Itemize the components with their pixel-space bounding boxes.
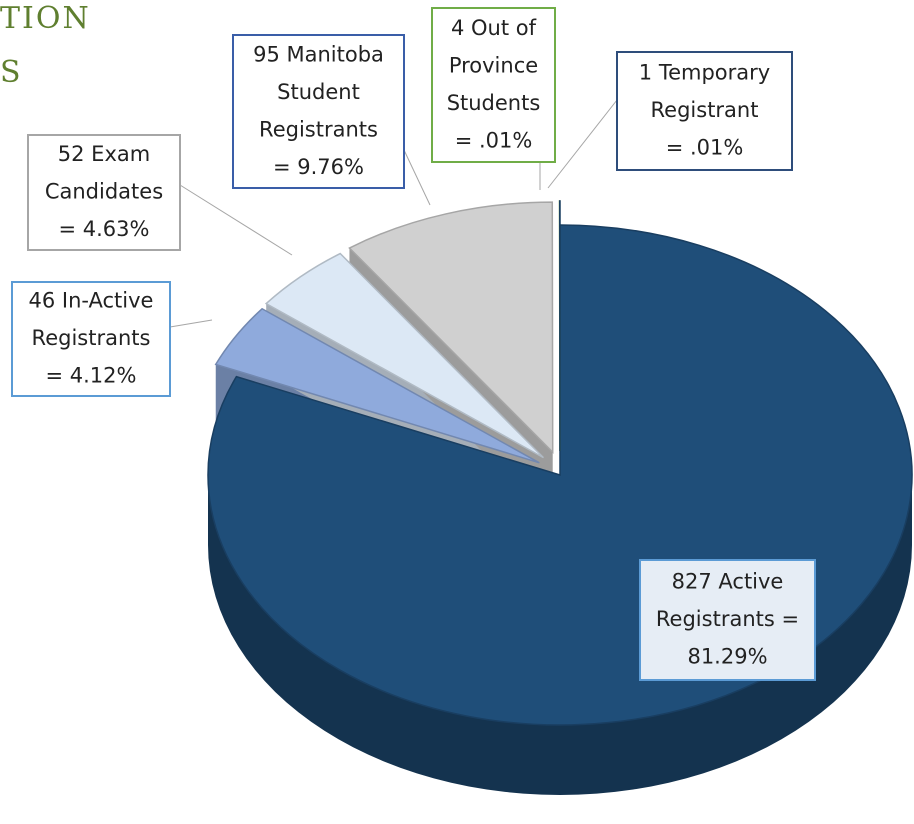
label-box — [11, 281, 171, 397]
data-label: Student — [277, 80, 360, 104]
data-label: Registrants = — [656, 607, 799, 631]
data-label: 46 In-Active — [29, 289, 154, 313]
data-label: = 9.76% — [273, 155, 364, 179]
data-label: Province — [449, 53, 538, 77]
slice — [214, 307, 540, 464]
data-label: 4 Out of — [451, 16, 537, 40]
leader-line — [169, 319, 213, 328]
data-label: = .01% — [455, 128, 533, 152]
title-fragment: S — [0, 55, 23, 90]
data-label: 1 Temporary — [639, 61, 770, 85]
data-label: 95 Manitoba — [253, 42, 384, 66]
data-label: = .01% — [666, 136, 744, 160]
label-box — [639, 559, 816, 681]
label-box — [232, 34, 405, 189]
data-label: Registrants — [259, 117, 378, 141]
label-box — [616, 51, 793, 171]
leader-line — [547, 99, 618, 189]
data-label: 81.29% — [687, 645, 767, 669]
leader-line — [403, 149, 431, 206]
data-label: Students — [447, 91, 541, 115]
label-box — [431, 7, 556, 163]
slice-side — [208, 475, 912, 795]
label-box — [27, 134, 181, 251]
data-label: Candidates — [45, 180, 163, 204]
data-label: = 4.12% — [46, 364, 137, 388]
slice — [348, 201, 554, 454]
slice — [264, 252, 544, 459]
leader-line — [179, 184, 293, 256]
data-label: Registrant — [651, 98, 759, 122]
data-label: 827 Active — [672, 570, 784, 594]
title-fragment: TION — [0, 1, 91, 36]
data-label: = 4.63% — [59, 217, 150, 241]
data-label: Registrants — [32, 326, 151, 350]
data-label: 52 Exam — [58, 142, 150, 166]
